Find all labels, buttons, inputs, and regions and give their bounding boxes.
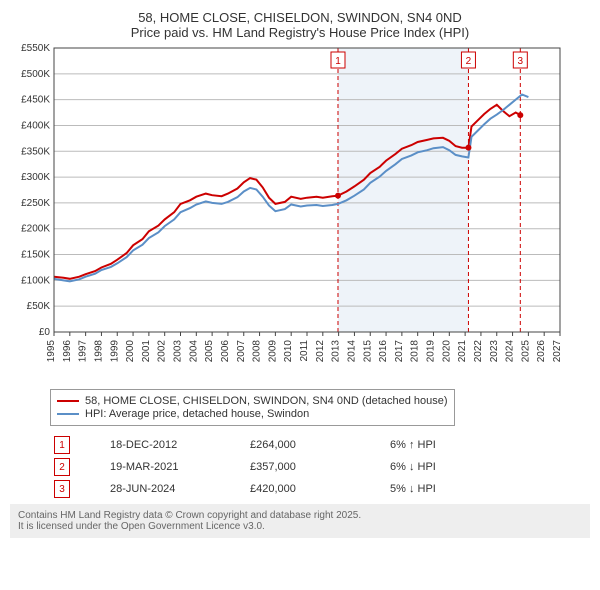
svg-text:1997: 1997: [78, 340, 89, 363]
event-price: £420,000: [250, 483, 350, 495]
svg-text:2002: 2002: [157, 340, 168, 363]
event-marker: 3: [54, 480, 70, 498]
event-price: £357,000: [250, 461, 350, 473]
svg-text:2011: 2011: [299, 340, 310, 362]
svg-text:2025: 2025: [520, 340, 531, 363]
svg-text:2001: 2001: [141, 340, 152, 363]
svg-text:2000: 2000: [125, 340, 136, 363]
svg-text:2015: 2015: [362, 340, 373, 363]
svg-text:1998: 1998: [93, 340, 104, 363]
legend-label: HPI: Average price, detached house, Swin…: [85, 408, 309, 420]
svg-text:1995: 1995: [46, 340, 57, 363]
svg-text:£200K: £200K: [21, 224, 50, 235]
svg-text:2019: 2019: [426, 340, 437, 363]
svg-text:2: 2: [466, 56, 472, 67]
svg-text:2013: 2013: [331, 340, 342, 363]
line-chart: £0 £50K £100K £150K £200K £250K £300K £350K £400…: [10, 40, 590, 383]
footer-line-1: Contains HM Land Registry data © Crown c…: [18, 510, 582, 521]
svg-text:1: 1: [335, 56, 341, 67]
svg-text:2003: 2003: [173, 340, 184, 363]
event-marker: 1: [54, 436, 70, 454]
svg-text:2005: 2005: [204, 340, 215, 363]
event-date: 19-MAR-2021: [110, 461, 210, 473]
footer-line-2: It is licensed under the Open Government…: [18, 521, 582, 532]
title-line-1: 58, HOME CLOSE, CHISELDON, SWINDON, SN4 …: [10, 10, 590, 25]
svg-text:3: 3: [518, 56, 524, 67]
svg-text:£150K: £150K: [21, 250, 50, 261]
svg-text:£350K: £350K: [21, 146, 50, 157]
legend-label: 58, HOME CLOSE, CHISELDON, SWINDON, SN4 …: [85, 395, 448, 407]
svg-text:1999: 1999: [109, 340, 120, 363]
svg-text:2006: 2006: [220, 340, 231, 363]
svg-text:2020: 2020: [441, 340, 452, 363]
svg-text:£400K: £400K: [21, 120, 50, 131]
svg-text:2022: 2022: [473, 340, 484, 363]
svg-text:£0: £0: [39, 327, 51, 338]
event-price: £264,000: [250, 439, 350, 451]
svg-text:2027: 2027: [552, 340, 563, 363]
event-table: 1 18-DEC-2012 £264,000 6% ↑ HPI 2 19-MAR-2021…: [10, 436, 590, 498]
title-line-2: Price paid vs. HM Land Registry's House …: [10, 25, 590, 40]
legend-swatch: [57, 400, 79, 402]
svg-text:2024: 2024: [505, 340, 516, 363]
event-delta: 6% ↑ HPI: [390, 439, 490, 451]
svg-text:£500K: £500K: [21, 69, 50, 80]
legend-row: HPI: Average price, detached house, Swin…: [57, 408, 448, 420]
event-row: 3 28-JUN-2024 £420,000 5% ↓ HPI: [54, 480, 590, 498]
svg-text:£100K: £100K: [21, 275, 50, 286]
svg-text:£550K: £550K: [21, 43, 50, 54]
svg-text:2007: 2007: [236, 340, 247, 363]
chart-legend: 58, HOME CLOSE, CHISELDON, SWINDON, SN4 …: [50, 389, 455, 426]
event-row: 2 19-MAR-2021 £357,000 6% ↓ HPI: [54, 458, 590, 476]
svg-text:2010: 2010: [283, 340, 294, 363]
svg-text:2017: 2017: [394, 340, 405, 363]
svg-text:2026: 2026: [536, 340, 547, 363]
chart-svg: £0 £50K £100K £150K £200K £250K £300K £350K £400…: [10, 40, 566, 380]
footer-attribution: Contains HM Land Registry data © Crown c…: [10, 504, 590, 538]
event-marker: 2: [54, 458, 70, 476]
event-delta: 5% ↓ HPI: [390, 483, 490, 495]
svg-text:£300K: £300K: [21, 172, 50, 183]
event-delta: 6% ↓ HPI: [390, 461, 490, 473]
svg-text:2016: 2016: [378, 340, 389, 363]
svg-text:2014: 2014: [346, 340, 357, 363]
svg-text:2008: 2008: [252, 340, 263, 363]
svg-text:£50K: £50K: [27, 301, 51, 312]
svg-text:1996: 1996: [62, 340, 73, 363]
svg-text:2023: 2023: [489, 340, 500, 363]
legend-row: 58, HOME CLOSE, CHISELDON, SWINDON, SN4 …: [57, 395, 448, 407]
event-date: 18-DEC-2012: [110, 439, 210, 451]
svg-text:£450K: £450K: [21, 95, 50, 106]
svg-text:2012: 2012: [315, 340, 326, 363]
event-row: 1 18-DEC-2012 £264,000 6% ↑ HPI: [54, 436, 590, 454]
svg-text:£250K: £250K: [21, 198, 50, 209]
svg-text:2009: 2009: [267, 340, 278, 363]
chart-title: 58, HOME CLOSE, CHISELDON, SWINDON, SN4 …: [10, 10, 590, 40]
svg-text:2004: 2004: [188, 340, 199, 363]
legend-swatch: [57, 413, 79, 415]
svg-text:2021: 2021: [457, 340, 468, 363]
svg-text:2018: 2018: [410, 340, 421, 363]
event-date: 28-JUN-2024: [110, 483, 210, 495]
